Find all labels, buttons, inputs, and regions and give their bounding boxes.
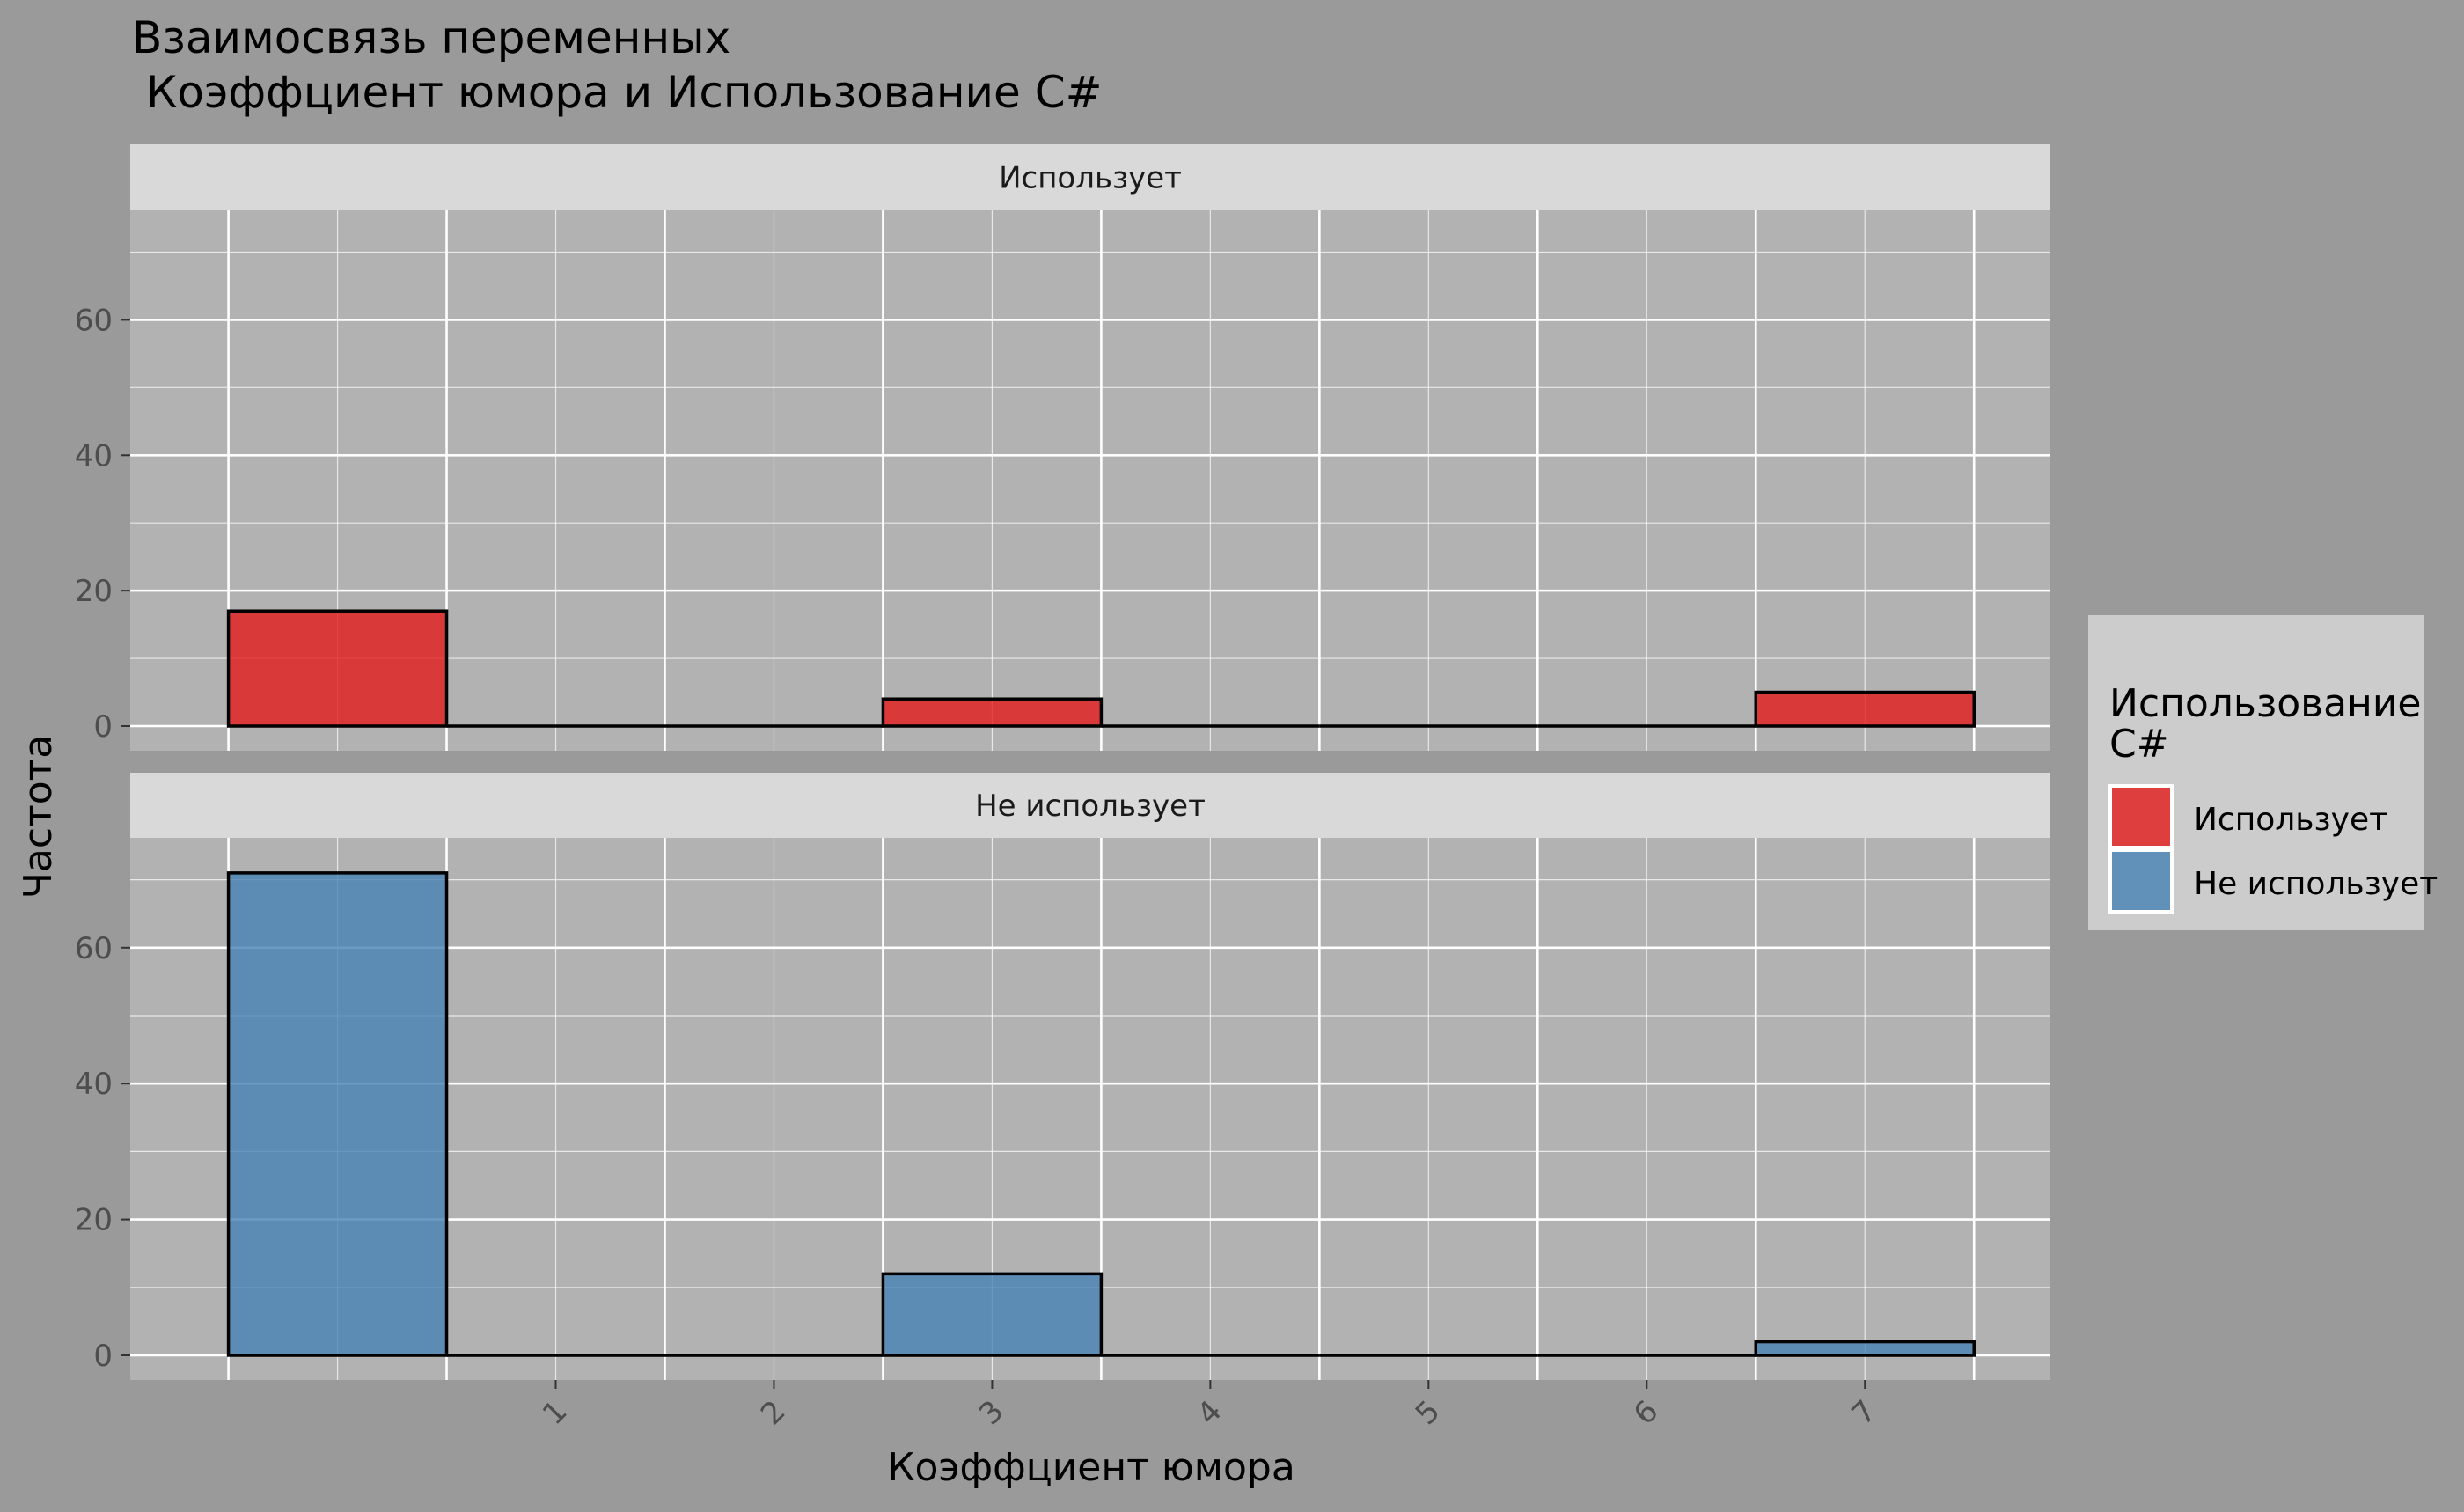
- histogram-bar: [226, 609, 449, 728]
- y-tick-label: 20: [75, 1203, 113, 1238]
- legend-key-not-uses: [2108, 848, 2174, 914]
- facet-panel: Не использует 0 20 40 60: [75, 773, 2050, 1380]
- y-tick-label: 0: [93, 709, 113, 745]
- legend-key-uses: [2108, 784, 2174, 849]
- legend-label-uses: Использует: [2194, 802, 2387, 838]
- facet-panels: Использует 0 20 40 60 Не использует 0 20 40 60: [75, 144, 2050, 1380]
- facet-strip: [130, 144, 2050, 210]
- histogram-bar: [1754, 1340, 1976, 1357]
- chart-title-line1: Взаимосвязь переменных: [132, 12, 730, 63]
- legend-title-line1: Использование: [2109, 681, 2422, 726]
- x-axis-title: Коэффциент юмора: [887, 1445, 1295, 1490]
- histogram-bar: [1754, 690, 1976, 728]
- chart-title-line2: Коэффциент юмора и Использование C#: [132, 67, 1103, 118]
- facet-strip: [130, 773, 2050, 838]
- y-tick-label: 60: [75, 303, 113, 338]
- legend-label-not-uses: Не использует: [2194, 866, 2438, 902]
- y-tick-label: 20: [75, 574, 113, 609]
- legend-title-line2: C#: [2109, 722, 2169, 767]
- histogram-bar: [881, 697, 1104, 728]
- facet-panel: Использует 0 20 40 60: [75, 144, 2050, 751]
- panel-background: [130, 210, 2050, 751]
- histogram-bar: [881, 1272, 1104, 1357]
- y-tick-label: 40: [75, 1067, 113, 1102]
- facet-strip-label: Использует: [999, 161, 1182, 196]
- y-tick-label: 40: [75, 438, 113, 473]
- y-tick-label: 0: [93, 1339, 113, 1374]
- histogram-bar: [226, 871, 449, 1357]
- facet-strip-label: Не использует: [975, 789, 1206, 824]
- y-tick-label: 60: [75, 931, 113, 966]
- y-axis-title: Частота: [16, 735, 61, 899]
- legend: Использование C# Использует Не используе…: [2088, 615, 2438, 930]
